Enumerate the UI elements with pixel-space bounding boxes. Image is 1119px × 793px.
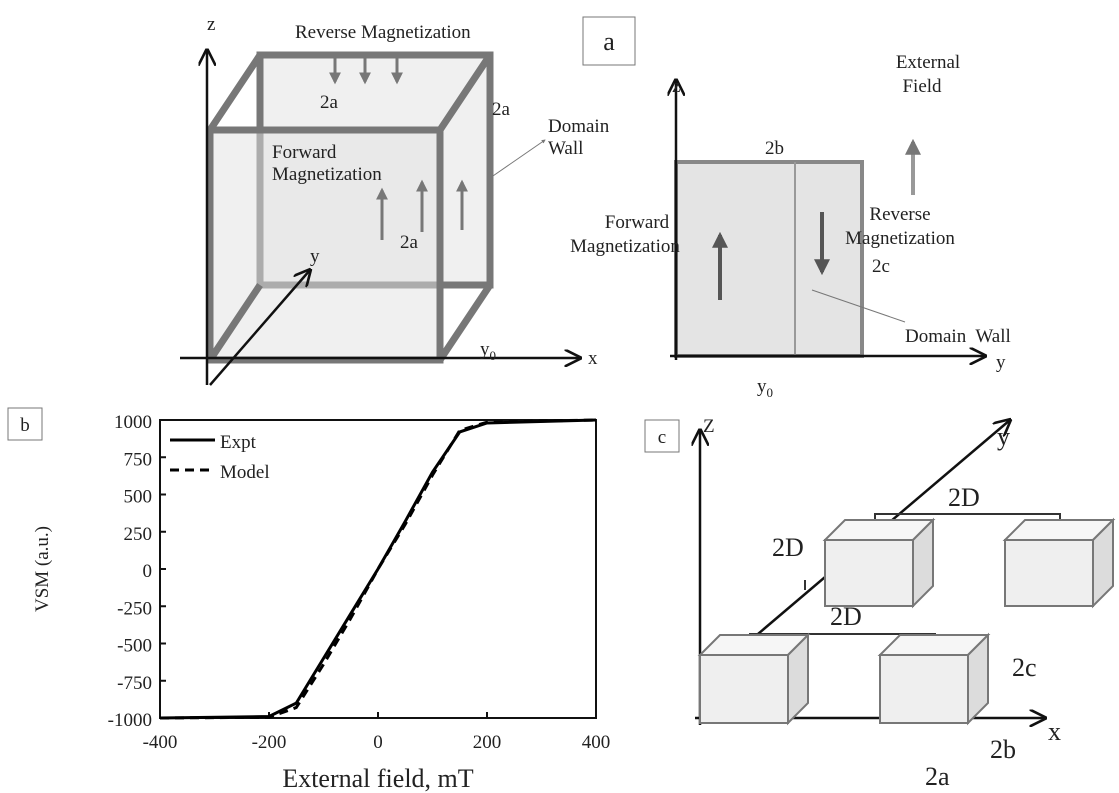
cube: [825, 540, 913, 606]
y-tick-label: -250: [117, 598, 152, 619]
label-line: External: [896, 52, 960, 73]
label: z: [207, 14, 215, 35]
label: x: [1048, 717, 1061, 746]
cube: [700, 655, 788, 723]
label: 2a: [320, 92, 339, 113]
y-tick-label: 1000: [114, 412, 152, 433]
label: y0: [480, 339, 496, 363]
x-tick-label: -400: [143, 732, 178, 753]
y-tick-label: -500: [117, 636, 152, 657]
panel-c: c Z y 2D 2D 2D 2c x 2b 2a: [645, 416, 1113, 791]
legend-label: Model: [220, 462, 270, 483]
y-tick-label: 750: [124, 449, 153, 470]
section-rect: [676, 162, 862, 356]
label: 2a: [925, 762, 950, 791]
label: y0: [757, 376, 773, 400]
label: y: [310, 246, 320, 267]
x-tick-label: 200: [473, 732, 502, 753]
label: External Field: [896, 52, 960, 97]
label: 2D: [948, 483, 980, 512]
y-tick-label: -750: [117, 673, 152, 694]
label-line: Wall: [548, 138, 583, 159]
subscript: 0: [490, 348, 497, 363]
label-line: Field: [902, 76, 942, 97]
label: x: [588, 348, 598, 369]
x-tick-label: 0: [373, 732, 383, 753]
subscript: 0: [767, 385, 774, 400]
y-tick-label: -1000: [108, 710, 152, 731]
label-line: Magnetization: [845, 228, 955, 249]
label-line: Magnetization: [272, 164, 382, 185]
label-line: y: [757, 376, 767, 397]
label: Domain Wall: [905, 326, 1011, 347]
label: 2a: [492, 99, 511, 120]
x-axis-title: External field, mT: [282, 764, 473, 793]
label: 2b: [990, 735, 1016, 764]
label-line: Forward: [272, 142, 337, 163]
label: Forward Magnetization: [570, 212, 680, 257]
label: 2c: [872, 256, 890, 277]
y-tick-label: 250: [124, 524, 153, 545]
label: 2b: [765, 138, 784, 159]
label: z: [672, 76, 680, 97]
label: 2D: [772, 533, 804, 562]
label: Reverse Magnetization: [295, 22, 471, 43]
label-line: Magnetization: [570, 236, 680, 257]
y-tick-label: 0: [143, 561, 153, 582]
panel-label: b: [20, 415, 30, 436]
y-axis-title: VSM (a.u.): [32, 526, 53, 612]
cube: [880, 655, 968, 723]
label-line: Forward: [605, 212, 670, 233]
panel-label: a: [603, 27, 615, 56]
panel-label: c: [658, 427, 666, 448]
y-tick-label: 500: [124, 487, 153, 508]
label: y: [997, 422, 1010, 451]
panel-b: b External field, mT VSM (a.u.) -1000 -75…: [8, 408, 610, 793]
label-line: Reverse: [869, 204, 930, 225]
label: Z: [703, 416, 715, 437]
label: y: [996, 352, 1006, 373]
x-tick-label: -200: [252, 732, 287, 753]
x-tick-label: 400: [582, 732, 611, 753]
label: 2a: [400, 232, 419, 253]
legend-label: Expt: [220, 432, 257, 453]
figure: a z Reverse Magnetization 2a 2a DomainWa…: [0, 0, 1119, 793]
label: 2c: [1012, 653, 1037, 682]
label-line: Domain: [548, 116, 610, 137]
cube: [1005, 540, 1093, 606]
label-line: y: [480, 339, 490, 360]
